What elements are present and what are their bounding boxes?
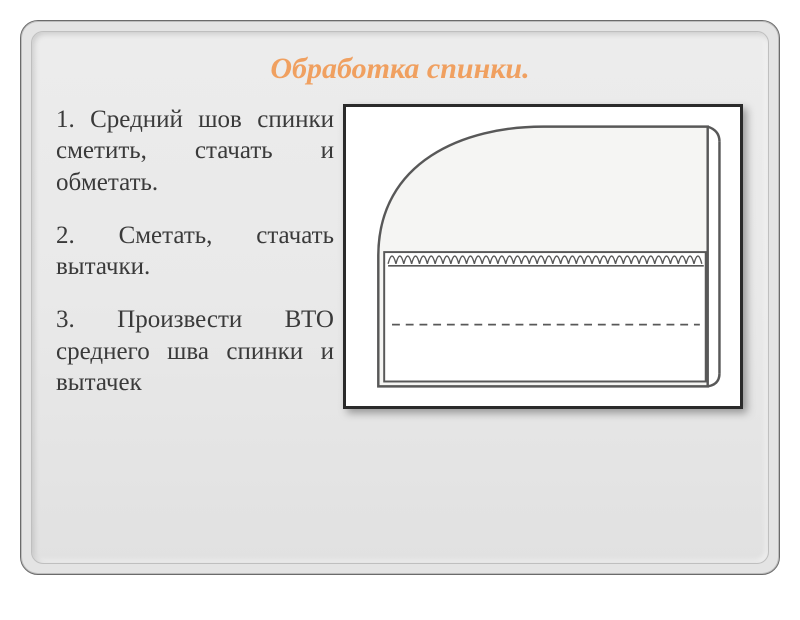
steps-column: 1. Средний шов спинки сметить, стачать и… xyxy=(56,104,334,398)
slide-title: Обработка спинки. xyxy=(56,52,744,86)
sewing-svg xyxy=(346,107,740,406)
sewing-diagram xyxy=(343,104,743,409)
step-1: 1. Средний шов спинки сметить, стачать и… xyxy=(56,104,334,198)
step-2: 2. Сметать, стачать вытачки. xyxy=(56,220,334,283)
outer-frame: Обработка спинки. 1. Средний шов спинки … xyxy=(20,20,780,575)
slide-panel: Обработка спинки. 1. Средний шов спинки … xyxy=(31,31,769,564)
content-row: 1. Средний шов спинки сметить, стачать и… xyxy=(56,104,744,409)
diagram-column xyxy=(342,104,744,409)
step-3: 3. Произвести ВТО среднего шва спинки и … xyxy=(56,304,334,398)
